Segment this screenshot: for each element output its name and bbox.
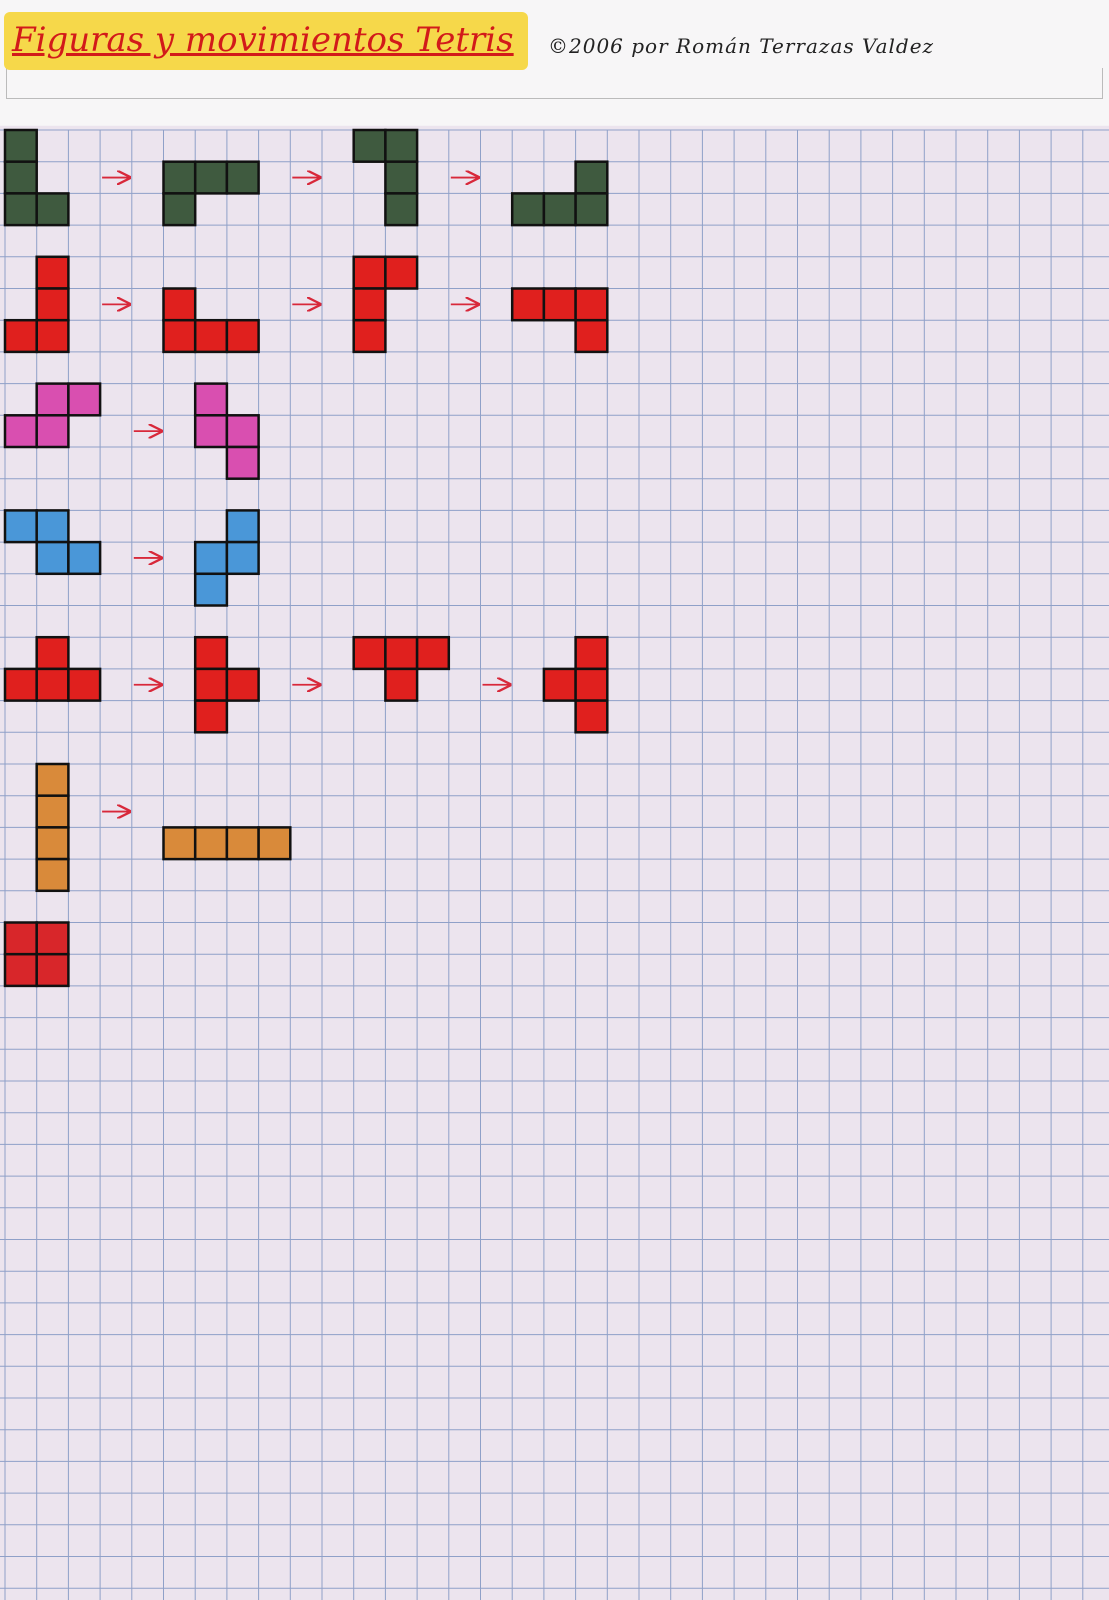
tetromino-cell	[67, 667, 102, 702]
tetromino-cell	[193, 160, 229, 195]
tetromino-cell	[225, 667, 260, 702]
tetromino-cell	[35, 540, 70, 576]
tetromino-cell	[3, 192, 38, 227]
tetromino-cell	[35, 414, 70, 449]
tetromino-cell	[3, 952, 38, 988]
tetromino-cell	[193, 826, 229, 861]
tetromino-cell	[162, 287, 197, 322]
tetromino-cell	[35, 794, 70, 829]
tetromino-cell	[415, 635, 451, 671]
tetromino-cell	[510, 287, 546, 322]
tetromino-cell	[574, 192, 609, 227]
tetromino-cell	[574, 318, 609, 354]
tetromino-cell	[35, 382, 70, 417]
tetromino-cell	[35, 857, 70, 893]
tetromino-cell	[35, 635, 70, 671]
tetromino-cell	[193, 699, 229, 734]
tetromino-cell	[35, 667, 70, 702]
header: Figuras y movimientos Tetris ©2006 por R…	[0, 0, 1109, 125]
tetromino-cell	[542, 287, 577, 322]
tetromino-cell	[35, 287, 70, 322]
tetromino-cell	[542, 667, 577, 702]
tetromino-cell	[193, 667, 229, 702]
tetromino-cell	[193, 540, 229, 576]
title: Figuras y movimientos Tetris	[4, 12, 528, 70]
tetromino-cell	[3, 509, 38, 544]
tetromino-cell	[35, 921, 70, 956]
tetromino-cell	[3, 414, 38, 449]
tetromino-cell	[225, 540, 260, 576]
tetromino-cell	[162, 160, 197, 195]
tetromino-cell	[384, 635, 419, 671]
tetromino-cell	[384, 160, 419, 195]
tetromino-cell	[257, 826, 292, 861]
tetromino-cell	[35, 826, 70, 861]
tetromino-cell	[510, 192, 546, 227]
tetromino-cell	[352, 128, 387, 163]
tetromino-cell	[193, 318, 229, 354]
tetromino-cell	[574, 635, 609, 671]
tetromino-cell	[162, 826, 197, 861]
tetromino-cell	[352, 318, 387, 354]
tetromino-cell	[574, 667, 609, 702]
tetromino-cell	[225, 445, 260, 480]
tetromino-cell	[193, 572, 229, 607]
credit: ©2006 por Román Terrazas Valdez	[548, 34, 935, 58]
tetromino-cell	[384, 667, 419, 702]
tetromino-cell	[352, 287, 387, 322]
tetromino-cell	[35, 762, 70, 797]
tetromino-cell	[225, 826, 260, 861]
tetromino-cell	[574, 287, 609, 322]
tetromino-cell	[3, 160, 38, 195]
tetromino-cell	[3, 128, 38, 163]
tetromino-cell	[193, 635, 229, 671]
tetromino-cell	[35, 318, 70, 354]
tetromino-cell	[3, 921, 38, 956]
tetromino-cell	[67, 382, 102, 417]
tetromino-cell	[67, 540, 102, 576]
tetromino-cell	[3, 667, 38, 702]
tetromino-cell	[384, 255, 419, 290]
tetromino-cell	[3, 318, 38, 354]
tetromino-cell	[225, 509, 260, 544]
tetromino-cell	[225, 318, 260, 354]
tetromino-cell	[162, 192, 197, 227]
tetromino-cell	[384, 128, 419, 163]
tetromino-cell	[162, 318, 197, 354]
tetromino-cell	[574, 160, 609, 195]
ruled-line	[6, 68, 1103, 99]
tetromino-cell	[574, 699, 609, 734]
tetromino-cell	[35, 952, 70, 988]
tetromino-cell	[225, 414, 260, 449]
tetromino-cell	[193, 414, 229, 449]
tetromino-cell	[384, 192, 419, 227]
tetromino-cell	[352, 255, 387, 290]
tetromino-cell	[35, 255, 70, 290]
tetromino-cell	[542, 192, 577, 227]
tetromino-cell	[352, 635, 387, 671]
tetromino-cell	[35, 509, 70, 544]
tetromino-cell	[193, 382, 229, 417]
tetromino-cell	[35, 192, 70, 227]
tetromino-cell	[225, 160, 260, 195]
